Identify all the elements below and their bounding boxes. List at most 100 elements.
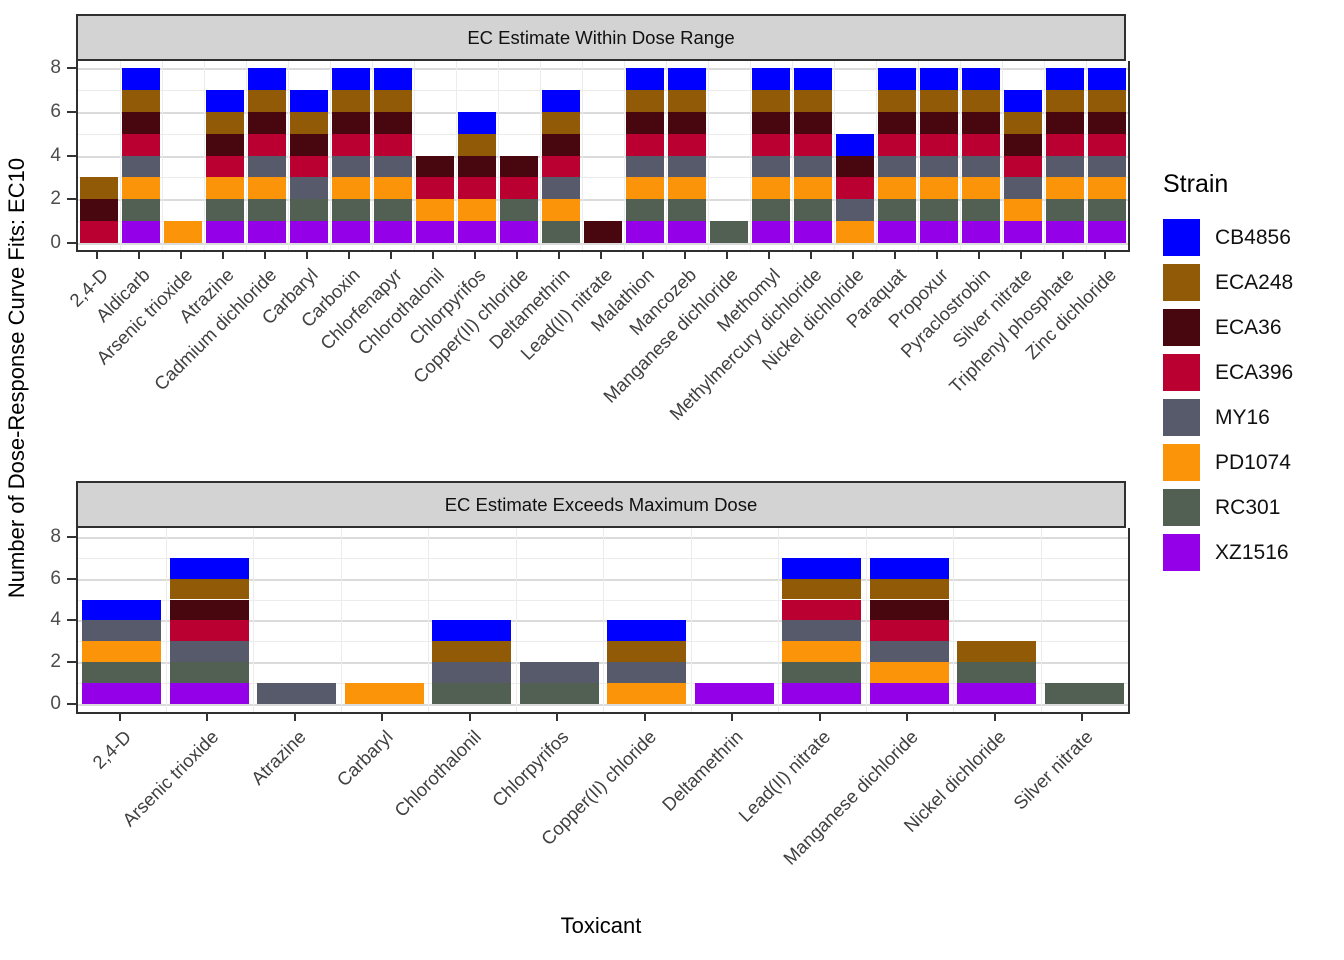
x-axis-tick xyxy=(818,712,821,721)
bar-segment-CB4856 xyxy=(626,68,664,90)
bar-segment-MY16 xyxy=(836,199,874,222)
gridline-x xyxy=(414,61,415,250)
bar-segment-PD1074 xyxy=(458,199,496,222)
bar-segment-CB4856 xyxy=(82,599,162,621)
bar-segment-XZ1516 xyxy=(626,221,664,243)
gridline-x xyxy=(603,528,604,712)
bar-segment-ECA36 xyxy=(248,111,286,134)
gridline-x xyxy=(865,528,867,712)
legend-swatch-RC301 xyxy=(1163,489,1200,526)
bar-segment-ECA36 xyxy=(962,111,1000,134)
bar-segment-RC301 xyxy=(782,662,862,684)
bar-segment-PD1074 xyxy=(626,177,664,200)
bar-segment-ECA248 xyxy=(248,89,286,112)
legend-label: XZ1516 xyxy=(1215,540,1289,564)
bar-segment-PD1074 xyxy=(122,177,160,200)
bar-segment-PD1074 xyxy=(344,683,424,704)
legend-swatch-PD1074 xyxy=(1163,444,1200,481)
bar-segment-MY16 xyxy=(920,155,958,178)
y-axis-tick xyxy=(67,703,76,705)
bar-segment-ECA36 xyxy=(374,111,412,134)
bar-segment-ECA248 xyxy=(374,89,412,112)
bar-segment-PD1074 xyxy=(794,177,832,200)
bar-segment-ECA36 xyxy=(500,155,538,178)
bar-segment-XZ1516 xyxy=(869,683,949,704)
bar-segment-RC301 xyxy=(752,199,790,222)
bar-segment-ECA36 xyxy=(80,199,118,222)
bar-segment-ECA396 xyxy=(290,155,328,178)
bar-segment-MY16 xyxy=(332,155,370,178)
x-axis-tick xyxy=(642,250,644,259)
bar-segment-MY16 xyxy=(1046,155,1084,178)
bar-segment-ECA248 xyxy=(432,641,512,663)
bar-segment-XZ1516 xyxy=(374,221,412,243)
legend-swatch-CB4856 xyxy=(1163,219,1200,256)
bar-segment-ECA248 xyxy=(794,89,832,112)
bar-segment-ECA396 xyxy=(668,133,706,156)
x-axis-tick xyxy=(206,712,209,721)
x-axis-tick xyxy=(993,712,996,721)
bar-segment-MY16 xyxy=(290,177,328,200)
bar-segment-MY16 xyxy=(962,155,1000,178)
x-axis-tick xyxy=(293,712,296,721)
bar-segment-ECA36 xyxy=(878,111,916,134)
bar-segment-RC301 xyxy=(500,199,538,222)
x-axis-tick xyxy=(726,250,728,259)
gridline-x xyxy=(708,61,709,250)
bar-segment-RC301 xyxy=(374,199,412,222)
bar-segment-MY16 xyxy=(257,683,337,704)
bar-segment-ECA248 xyxy=(1088,89,1126,112)
bar-segment-ECA36 xyxy=(920,111,958,134)
y-tick-label: 4 xyxy=(50,144,61,166)
bar-segment-RC301 xyxy=(290,199,328,222)
bar-segment-RC301 xyxy=(542,221,580,243)
bar-segment-ECA36 xyxy=(836,155,874,178)
x-axis-tick xyxy=(222,250,224,259)
bar-segment-ECA248 xyxy=(80,177,118,200)
y-axis-tick xyxy=(67,535,76,538)
bar-segment-XZ1516 xyxy=(1046,221,1084,243)
bar-segment-ECA248 xyxy=(607,641,687,663)
bar-segment-PD1074 xyxy=(374,177,412,200)
x-axis-tick xyxy=(516,250,518,259)
bar-segment-ECA248 xyxy=(920,89,958,112)
bar-segment-ECA248 xyxy=(542,111,580,134)
bar-segment-MY16 xyxy=(626,155,664,178)
x-axis-tick xyxy=(852,250,854,259)
x-axis-title: Toxicant xyxy=(560,913,642,938)
bar-segment-ECA396 xyxy=(458,177,496,200)
bar-segment-MY16 xyxy=(122,155,160,178)
legend-item: ECA36 xyxy=(1163,305,1293,350)
bar-segment-CB4856 xyxy=(248,68,286,90)
gridline-x xyxy=(666,61,667,250)
bar-segment-XZ1516 xyxy=(458,221,496,243)
facet-strip-top: EC Estimate Within Dose Range xyxy=(76,14,1126,61)
bar-segment-ECA248 xyxy=(458,133,496,156)
bar-segment-ECA396 xyxy=(869,620,949,642)
bar-segment-PD1074 xyxy=(206,177,244,200)
bar-segment-MY16 xyxy=(782,620,862,642)
bar-segment-ECA248 xyxy=(1004,111,1042,134)
x-axis-tick xyxy=(684,250,686,259)
legend-swatch-MY16 xyxy=(1163,399,1200,436)
legend-label: ECA248 xyxy=(1215,270,1294,294)
gridline-x xyxy=(953,528,954,712)
bar-segment-RC301 xyxy=(248,199,286,222)
x-axis-tick xyxy=(180,250,182,259)
bar-segment-CB4856 xyxy=(432,620,512,642)
bar-segment-MY16 xyxy=(607,662,687,684)
y-axis-tick xyxy=(67,619,76,622)
bar-segment-ECA396 xyxy=(878,133,916,156)
legend-label: CB4856 xyxy=(1215,225,1291,249)
bar-segment-CB4856 xyxy=(782,557,862,579)
bar-segment-RC301 xyxy=(710,221,748,243)
bar-segment-RC301 xyxy=(82,662,162,684)
y-tick-label: 6 xyxy=(50,567,61,589)
legend-label: PD1074 xyxy=(1215,450,1291,474)
bar-segment-ECA396 xyxy=(332,133,370,156)
bar-segment-PD1074 xyxy=(962,177,1000,200)
bar-segment-MY16 xyxy=(169,641,249,663)
bar-segment-PD1074 xyxy=(920,177,958,200)
bar-segment-ECA396 xyxy=(782,599,862,621)
bar-segment-XZ1516 xyxy=(82,683,162,704)
